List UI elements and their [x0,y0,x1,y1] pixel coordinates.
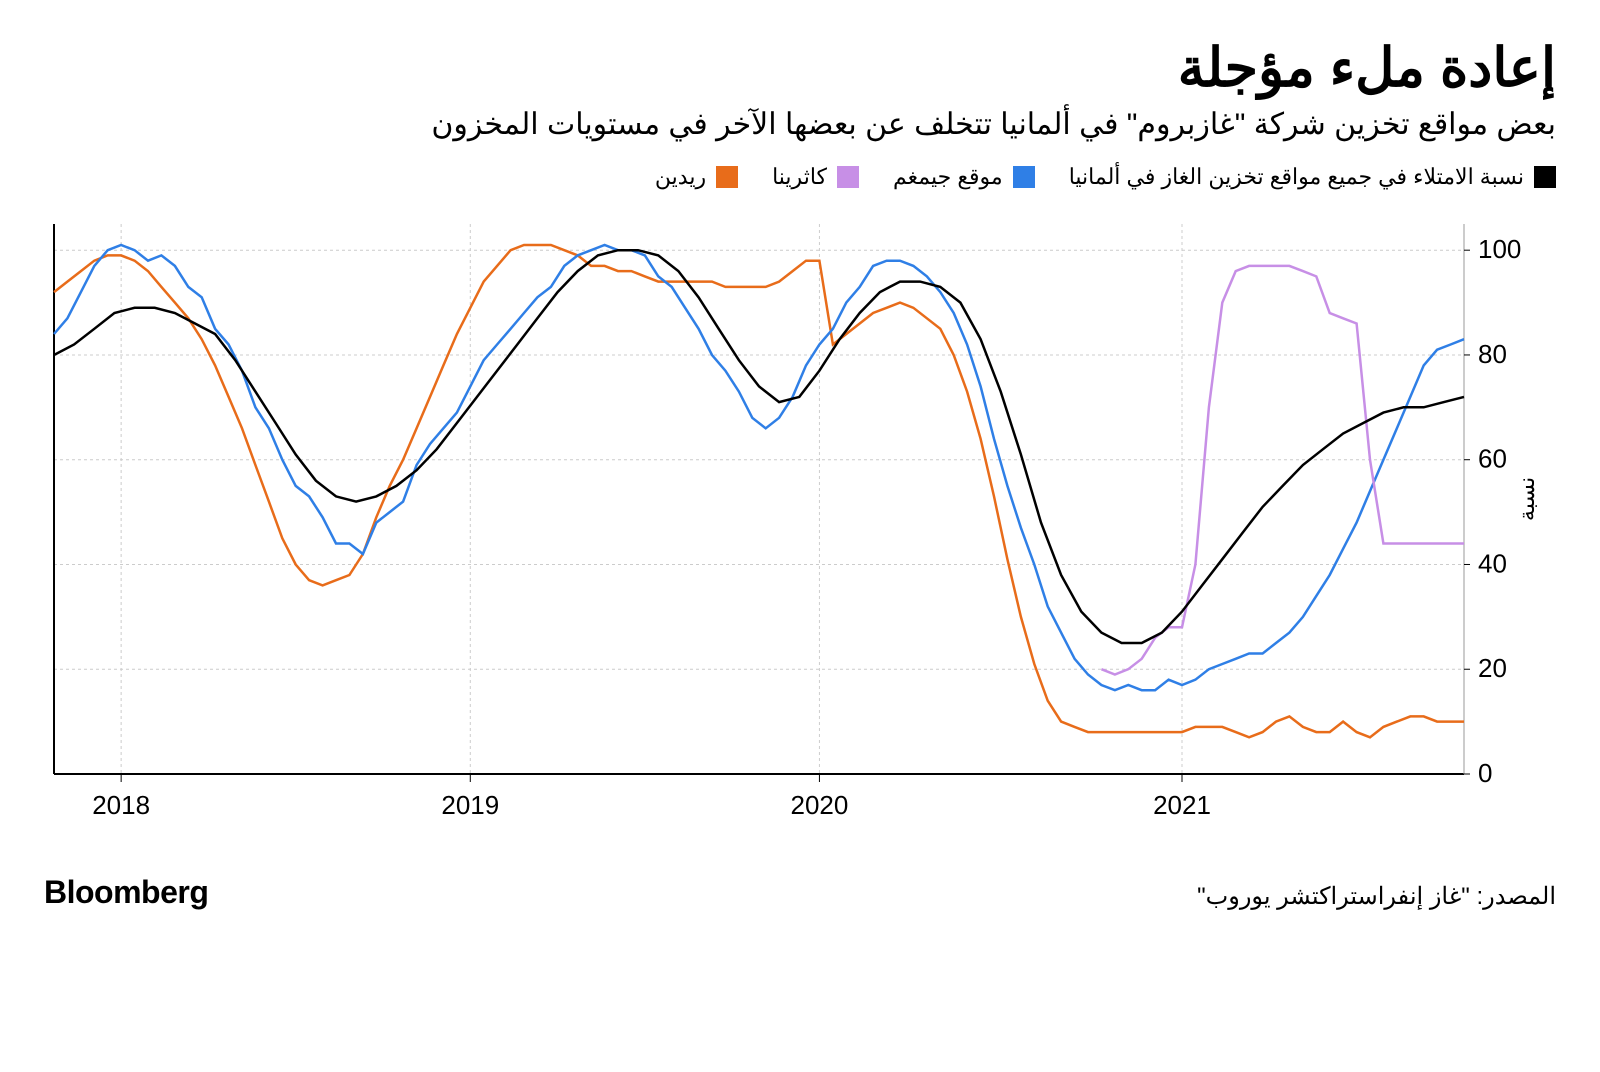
legend-label: كاثرينا [772,164,827,190]
legend-item: كاثرينا [772,164,859,190]
legend-label: نسبة الامتلاء في جميع مواقع تخزين الغاز … [1069,164,1524,190]
legend-swatch [1534,166,1556,188]
chart-area: 0 20 40 60 80 100 نسبة 2018 2019 2020 2021 [44,204,1556,844]
line-chart-svg: 0 20 40 60 80 100 نسبة 2018 2019 2020 2021 [44,204,1544,844]
svg-text:20: 20 [1478,653,1507,683]
legend-swatch [1013,166,1035,188]
svg-text:80: 80 [1478,339,1507,369]
brand-logo: Bloomberg [44,874,208,911]
source-text: المصدر: "غاز إنفراستراكتشر يوروب" [1197,882,1556,911]
legend-label: ريدين [655,164,706,190]
legend-label: موقع جيمغم [893,164,1003,190]
chart-subtitle: بعض مواقع تخزين شركة "غازبروم" في ألماني… [44,107,1556,142]
svg-text:0: 0 [1478,758,1492,788]
legend-item: ريدين [655,164,738,190]
legend-swatch [837,166,859,188]
svg-text:40: 40 [1478,548,1507,578]
svg-text:60: 60 [1478,444,1507,474]
svg-text:2020: 2020 [791,790,849,820]
legend-item: موقع جيمغم [893,164,1035,190]
svg-text:نسبة: نسبة [1514,477,1539,521]
legend-item: نسبة الامتلاء في جميع مواقع تخزين الغاز … [1069,164,1556,190]
svg-text:2018: 2018 [92,790,150,820]
legend: نسبة الامتلاء في جميع مواقع تخزين الغاز … [44,164,1556,190]
svg-text:2019: 2019 [441,790,499,820]
chart-title: إعادة ملء مؤجلة [44,36,1556,99]
svg-text:2021: 2021 [1153,790,1211,820]
svg-text:100: 100 [1478,234,1521,264]
legend-swatch [716,166,738,188]
